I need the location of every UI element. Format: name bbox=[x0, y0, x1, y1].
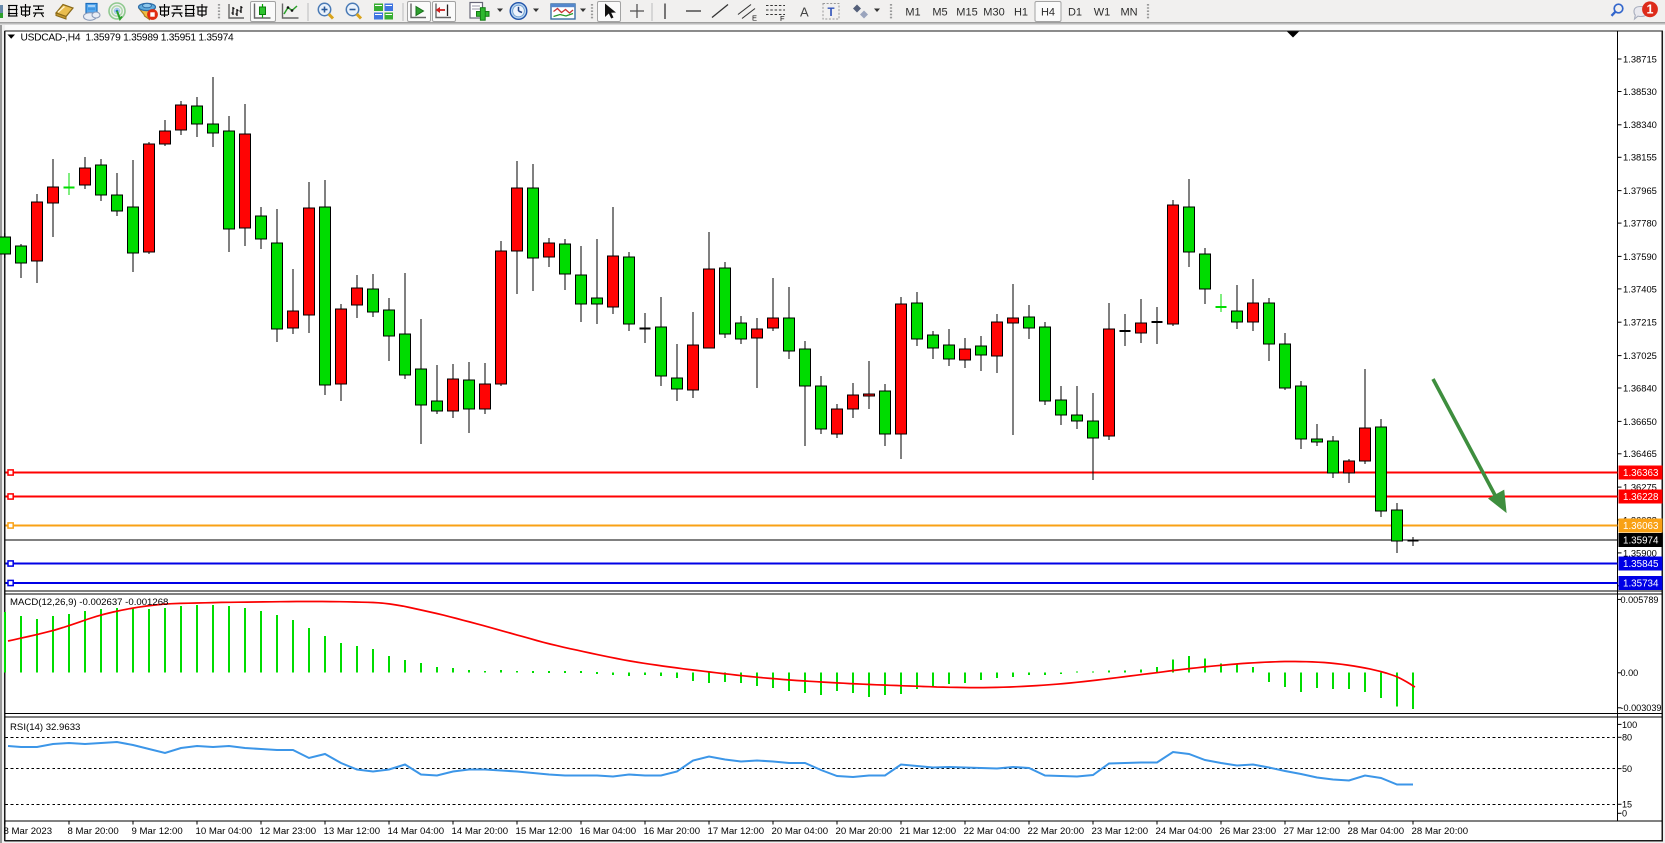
svg-text:MN: MN bbox=[1120, 7, 1137, 19]
svg-text:23 Mar 12:00: 23 Mar 12:00 bbox=[1092, 826, 1149, 837]
svg-text:0: 0 bbox=[1622, 809, 1627, 819]
svg-text:21 Mar 12:00: 21 Mar 12:00 bbox=[900, 826, 957, 837]
svg-text:MACD(12,26,9) -0.002637 -0.001: MACD(12,26,9) -0.002637 -0.001268 bbox=[10, 597, 168, 608]
svg-text:20 Mar 20:00: 20 Mar 20:00 bbox=[836, 826, 893, 837]
svg-text:17 Mar 12:00: 17 Mar 12:00 bbox=[708, 826, 765, 837]
svg-text:1.36275: 1.36275 bbox=[1623, 482, 1657, 493]
svg-text:1.36840: 1.36840 bbox=[1623, 382, 1657, 393]
svg-text:15 Mar 12:00: 15 Mar 12:00 bbox=[516, 826, 573, 837]
svg-text:16 Mar 20:00: 16 Mar 20:00 bbox=[644, 826, 701, 837]
svg-text:E: E bbox=[752, 14, 757, 23]
svg-text:1.36650: 1.36650 bbox=[1623, 416, 1657, 427]
svg-text:80: 80 bbox=[1622, 733, 1632, 743]
svg-text:USDCAD-,H4 1.35979 1.35989 1.: USDCAD-,H4 1.35979 1.35989 1.35951 1.359… bbox=[21, 33, 235, 44]
svg-text:1.37965: 1.37965 bbox=[1623, 185, 1657, 196]
svg-text:M5: M5 bbox=[932, 7, 947, 19]
svg-text:22 Mar 20:00: 22 Mar 20:00 bbox=[1028, 826, 1085, 837]
svg-text:W1: W1 bbox=[1094, 7, 1111, 19]
svg-text:1.38155: 1.38155 bbox=[1623, 152, 1657, 163]
svg-text:1.38340: 1.38340 bbox=[1623, 119, 1657, 130]
svg-text:F: F bbox=[780, 14, 785, 23]
svg-text:28 Mar 20:00: 28 Mar 20:00 bbox=[1412, 826, 1469, 837]
svg-text:1.37025: 1.37025 bbox=[1623, 350, 1657, 361]
svg-text:1.35974: 1.35974 bbox=[1623, 536, 1659, 547]
svg-text:8 Mar 20:00: 8 Mar 20:00 bbox=[68, 826, 119, 837]
svg-text:13 Mar 12:00: 13 Mar 12:00 bbox=[324, 826, 381, 837]
svg-text:0.005789: 0.005789 bbox=[1621, 595, 1659, 605]
svg-text:1: 1 bbox=[1647, 3, 1654, 17]
svg-text:100: 100 bbox=[1622, 720, 1637, 730]
svg-text:24 Mar 04:00: 24 Mar 04:00 bbox=[1156, 826, 1213, 837]
svg-text:1.38715: 1.38715 bbox=[1623, 53, 1657, 64]
svg-text:9 Mar 12:00: 9 Mar 12:00 bbox=[132, 826, 183, 837]
svg-text:M1: M1 bbox=[905, 7, 920, 19]
svg-text:1.37405: 1.37405 bbox=[1623, 283, 1657, 294]
svg-text:H1: H1 bbox=[1014, 7, 1028, 19]
svg-text:-0.003039: -0.003039 bbox=[1621, 703, 1662, 713]
svg-text:1.37215: 1.37215 bbox=[1623, 317, 1657, 328]
svg-text:10 Mar 04:00: 10 Mar 04:00 bbox=[196, 826, 253, 837]
svg-text:M30: M30 bbox=[983, 7, 1004, 19]
svg-text:8 Mar 2023: 8 Mar 2023 bbox=[4, 826, 53, 837]
svg-text:1.36363: 1.36363 bbox=[1623, 468, 1659, 479]
svg-text:22 Mar 04:00: 22 Mar 04:00 bbox=[964, 826, 1021, 837]
svg-text:26 Mar 23:00: 26 Mar 23:00 bbox=[1220, 826, 1277, 837]
svg-text:1.37780: 1.37780 bbox=[1623, 218, 1657, 229]
svg-text:RSI(14) 32.9633: RSI(14) 32.9633 bbox=[10, 722, 80, 733]
svg-text:D1: D1 bbox=[1068, 7, 1082, 19]
svg-text:M15: M15 bbox=[956, 7, 977, 19]
svg-text:28 Mar 04:00: 28 Mar 04:00 bbox=[1348, 826, 1405, 837]
svg-text:A: A bbox=[800, 5, 809, 20]
svg-text:1.36228: 1.36228 bbox=[1623, 492, 1659, 503]
svg-text:1.35734: 1.35734 bbox=[1623, 579, 1659, 590]
svg-text:H4: H4 bbox=[1041, 7, 1055, 19]
svg-text:1.35845: 1.35845 bbox=[1623, 559, 1659, 570]
svg-text:0.00: 0.00 bbox=[1621, 668, 1639, 678]
svg-text:1.35900: 1.35900 bbox=[1623, 547, 1657, 558]
svg-text:14 Mar 20:00: 14 Mar 20:00 bbox=[452, 826, 509, 837]
svg-text:1.38530: 1.38530 bbox=[1623, 86, 1657, 97]
svg-text:1.36465: 1.36465 bbox=[1623, 448, 1657, 459]
svg-text:T: T bbox=[828, 7, 835, 19]
svg-text:12 Mar 23:00: 12 Mar 23:00 bbox=[260, 826, 317, 837]
svg-text:27 Mar 12:00: 27 Mar 12:00 bbox=[1284, 826, 1341, 837]
svg-text:20 Mar 04:00: 20 Mar 04:00 bbox=[772, 826, 829, 837]
svg-text:50: 50 bbox=[1622, 764, 1632, 774]
svg-text:15: 15 bbox=[1622, 800, 1632, 810]
svg-text:1.37590: 1.37590 bbox=[1623, 251, 1657, 262]
svg-text:16 Mar 04:00: 16 Mar 04:00 bbox=[580, 826, 637, 837]
svg-text:1.36063: 1.36063 bbox=[1623, 521, 1659, 532]
svg-text:14 Mar 04:00: 14 Mar 04:00 bbox=[388, 826, 445, 837]
